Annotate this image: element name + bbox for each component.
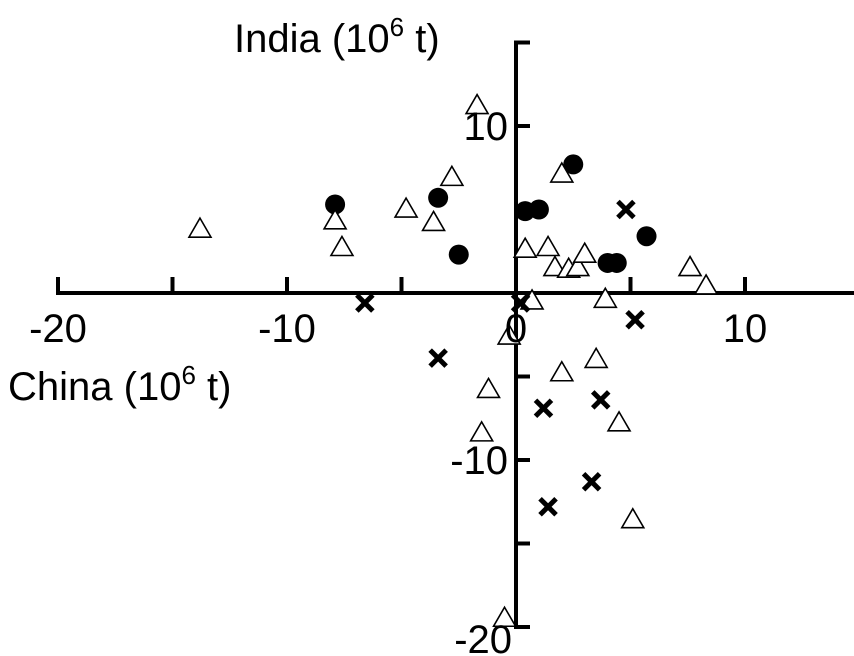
data-point-cross [581,471,602,492]
data-point-circle [563,154,584,175]
y-tick-label: -10 [450,439,508,483]
data-point-circle [528,199,549,220]
data-point-triangle [592,286,618,309]
data-point-triangle [606,410,632,432]
data-point-cross [428,348,448,368]
data-point-triangle [677,254,703,277]
data-point-triangle [693,273,719,295]
data-point-triangle [549,161,575,183]
data-point-triangle [572,241,598,263]
data-point-circle [428,187,449,208]
data-point-cross [533,398,554,418]
data-point-circle [448,244,469,265]
y-axis-title: India (106 t) [234,12,440,61]
data-point-triangle [542,254,568,277]
data-point-triangle [496,323,522,345]
data-point-cross [510,293,531,313]
data-point-triangle [421,209,446,232]
data-point-triangle [620,507,646,529]
data-point-cross [625,309,645,330]
data-point-triangle [476,376,501,399]
data-point-triangle [565,254,591,277]
x-tick-label: 10 [723,307,768,351]
data-point-circle [606,252,627,273]
data-point-triangle [393,196,419,218]
data-point-circle [636,226,657,247]
x-tick-label: -20 [29,307,87,351]
data-point-triangle [583,346,609,369]
data-point-triangle [439,164,465,187]
x-axis-title: China (106 t) [8,360,231,409]
data-point-cross [590,390,611,410]
x-tick-label: -10 [258,307,316,351]
data-point-triangle [469,420,495,442]
data-point-triangle [187,216,213,238]
data-point-triangle [492,605,517,628]
data-points [187,92,719,628]
data-point-cross [616,199,636,220]
y-tick-label: 10 [464,105,509,149]
tick-labels: -20 -10 0 10 10 -10 -20 [29,105,767,656]
y-tick-label: -20 [454,618,512,656]
data-point-triangle [535,234,561,257]
data-point-triangle [322,208,348,230]
data-point-triangle [512,236,538,258]
data-point-circle [325,194,346,215]
data-point-triangle [329,234,355,257]
x-tick-label: 0 [505,307,527,351]
data-point-triangle [549,360,575,382]
data-point-cross [538,496,558,517]
data-point-cross [355,293,375,313]
data-point-triangle [464,92,490,115]
